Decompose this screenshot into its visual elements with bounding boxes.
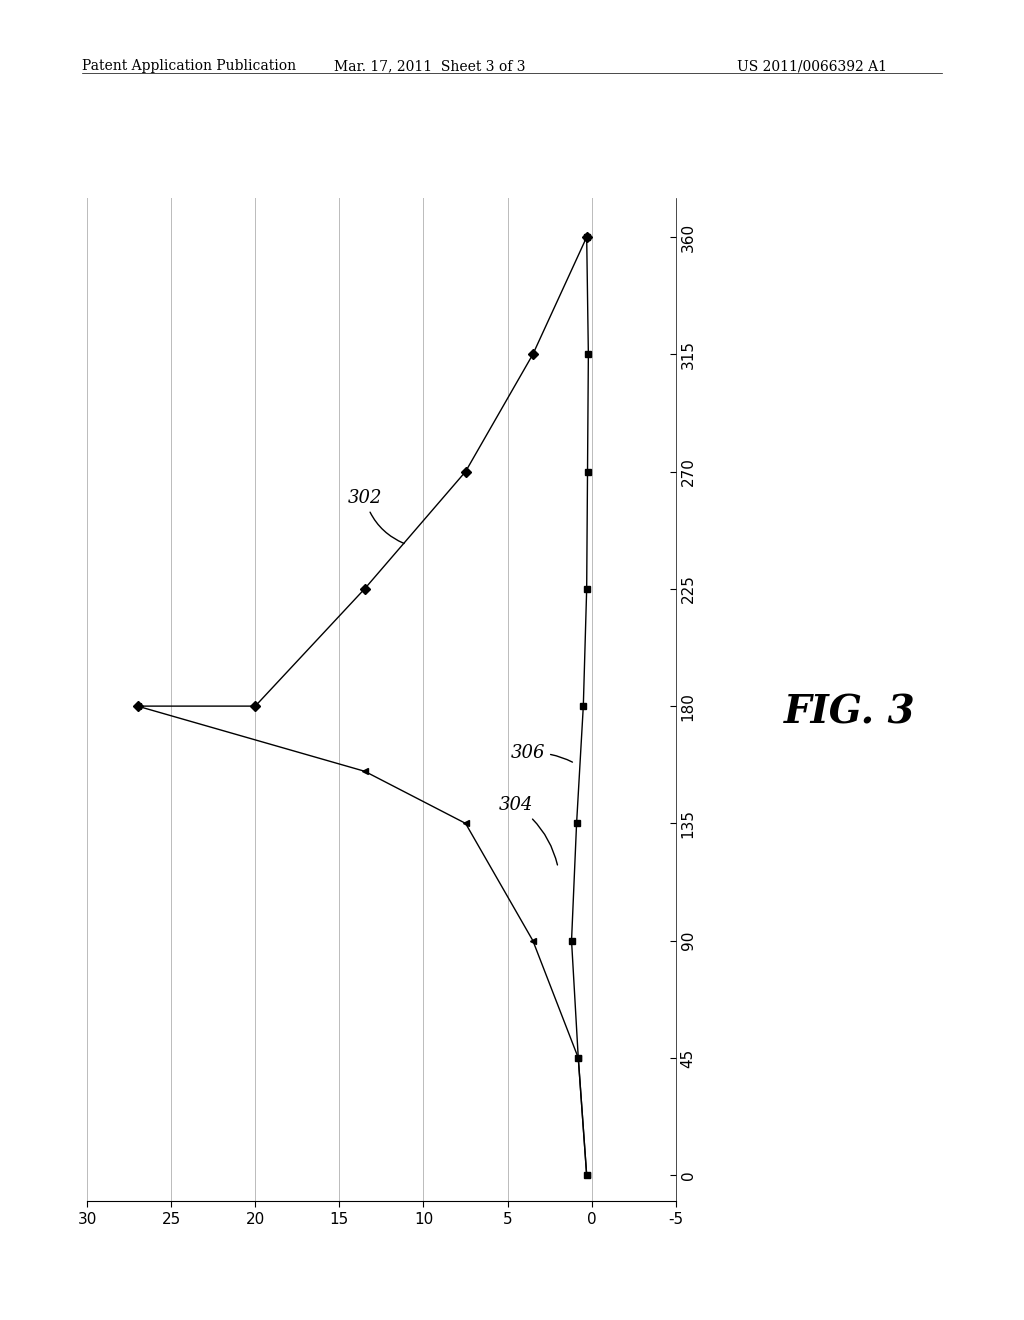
Text: FIG. 3: FIG. 3	[784, 694, 915, 731]
Text: Patent Application Publication: Patent Application Publication	[82, 59, 296, 74]
Text: 302: 302	[347, 488, 404, 544]
Text: 304: 304	[499, 796, 557, 865]
Text: Mar. 17, 2011  Sheet 3 of 3: Mar. 17, 2011 Sheet 3 of 3	[334, 59, 526, 74]
Text: 306: 306	[511, 744, 572, 762]
Text: US 2011/0066392 A1: US 2011/0066392 A1	[737, 59, 887, 74]
